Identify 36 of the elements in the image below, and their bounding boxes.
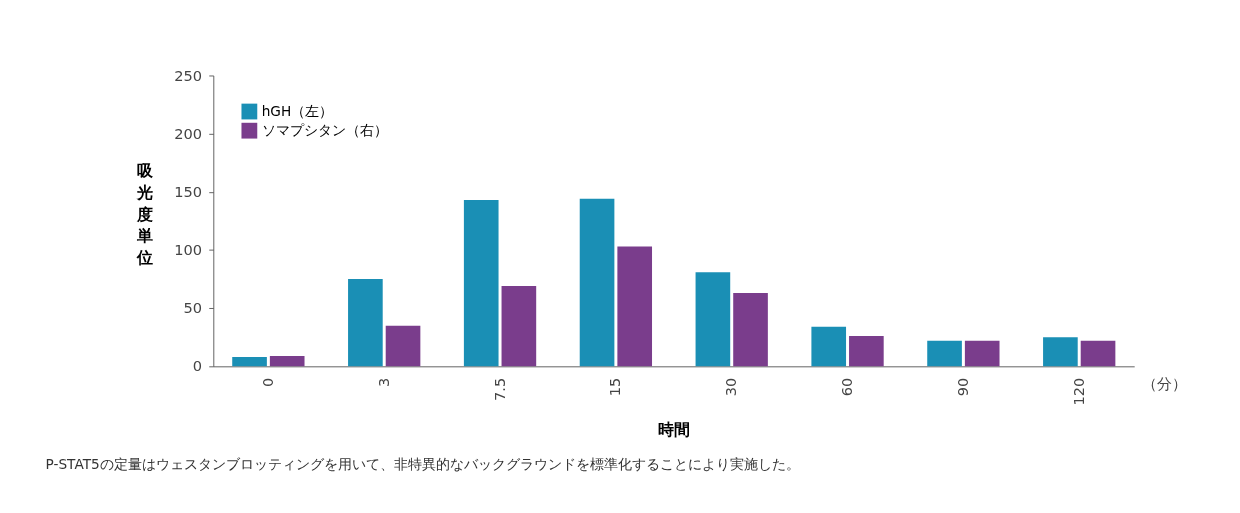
x-tick-label: 120 <box>1069 377 1087 406</box>
bar <box>269 355 305 367</box>
bar <box>695 272 731 367</box>
bar <box>849 336 884 367</box>
y-tick-label: 200 <box>174 124 202 142</box>
y-tick-label: 100 <box>174 241 202 259</box>
legend-label: hGH（左） <box>261 103 334 120</box>
x-axis-title: 時間 <box>658 419 691 439</box>
x-tick-label: 0 <box>258 377 276 388</box>
text: P-STAT5の定量はウェスタンブロッティングを用いて、非特異的なバックグラウンドを標準化することにより実施した。 <box>45 455 800 472</box>
bar <box>501 286 537 367</box>
x-tick-label: 90 <box>953 377 971 397</box>
bar <box>1043 337 1078 367</box>
y-axis-title: 吸光度単位 <box>136 160 155 268</box>
x-tick-label: 7.5 <box>490 377 508 401</box>
bar <box>579 198 615 367</box>
bar <box>463 200 499 367</box>
bar <box>617 246 653 367</box>
bar <box>811 326 847 367</box>
y-tick-label: 250 <box>174 66 202 84</box>
x-tick-label: 15 <box>606 377 624 397</box>
x-tick-label: 30 <box>722 377 740 397</box>
bar <box>927 340 962 367</box>
y-tick-label: 150 <box>174 182 202 200</box>
text: （分） <box>1141 375 1187 393</box>
bar <box>964 340 1000 367</box>
bar <box>385 325 421 367</box>
x-tick-label: 60 <box>838 377 856 397</box>
x-tick-label: 3 <box>374 377 392 388</box>
bar <box>733 293 768 367</box>
legend-label: ソマプシタン（右） <box>261 122 388 139</box>
y-tick-label: 0 <box>192 357 202 375</box>
bar <box>1080 340 1116 367</box>
bar <box>232 357 267 367</box>
y-tick-label: 50 <box>183 299 202 317</box>
bar <box>348 279 383 367</box>
